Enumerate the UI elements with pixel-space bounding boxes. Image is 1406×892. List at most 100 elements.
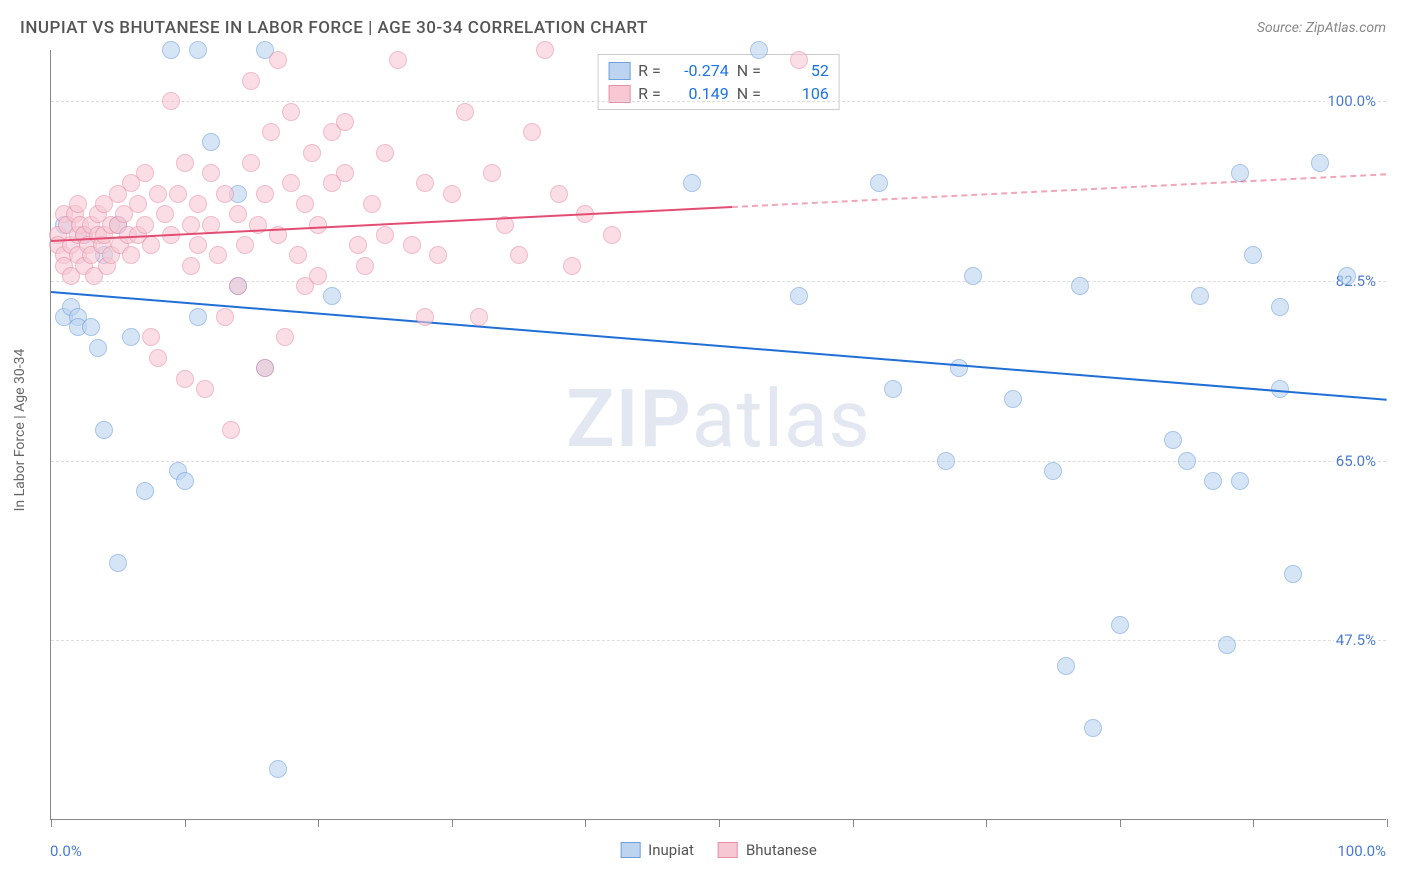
data-point [950,359,968,377]
r-value-bhutanese: 0.149 [669,84,729,103]
data-point [236,236,254,254]
data-point [209,246,227,264]
data-point [189,195,207,213]
x-tick [853,819,854,827]
data-point [309,267,327,285]
data-point [95,421,113,439]
legend-item-bhutanese: Bhutanese [718,841,817,859]
data-point [603,226,621,244]
data-point [1084,719,1102,737]
data-point [182,257,200,275]
data-point [162,92,180,110]
data-point [229,277,247,295]
data-point [964,267,982,285]
data-point [443,185,461,203]
data-point [136,216,154,234]
x-tick [185,819,186,827]
data-point [129,195,147,213]
data-point [136,482,154,500]
data-point [563,257,581,275]
trend-line [51,291,1387,401]
swatch-inupiat [608,62,630,80]
data-point [1218,636,1236,654]
data-point [282,103,300,121]
series-legend: Inupiat Bhutanese [620,841,817,859]
title-bar: INUPIAT VS BHUTANESE IN LABOR FORCE | AG… [20,18,1386,38]
data-point [1244,246,1262,264]
y-axis-label: In Labor Force | Age 30-34 [12,349,28,512]
swatch-inupiat [620,842,640,858]
x-tick [51,819,52,827]
data-point [189,308,207,326]
legend-item-inupiat: Inupiat [620,841,694,859]
data-point [1204,472,1222,490]
data-point [870,174,888,192]
data-point [550,185,568,203]
data-point [483,164,501,182]
data-point [122,328,140,346]
data-point [309,216,327,234]
data-point [89,339,107,357]
data-point [1231,472,1249,490]
data-point [149,185,167,203]
data-point [282,174,300,192]
data-point [683,174,701,192]
x-tick [719,819,720,827]
n-value-bhutanese: 106 [769,84,829,103]
swatch-bhutanese [718,842,738,858]
data-point [296,195,314,213]
gridline [51,101,1386,102]
data-point [122,246,140,264]
data-point [269,760,287,778]
data-point [269,51,287,69]
data-point [1164,431,1182,449]
data-point [303,144,321,162]
x-tick [1253,819,1254,827]
data-point [937,452,955,470]
data-point [1044,462,1062,480]
data-point [262,123,280,141]
watermark: ZIPatlas [566,372,871,466]
data-point [1057,657,1075,675]
data-point [470,308,488,326]
data-point [1271,298,1289,316]
data-point [403,236,421,254]
data-point [142,328,160,346]
data-point [229,205,247,223]
data-point [376,226,394,244]
data-point [202,133,220,151]
data-point [289,246,307,264]
data-point [416,308,434,326]
data-point [1311,154,1329,172]
data-point [109,554,127,572]
data-point [363,195,381,213]
gridline [51,640,1386,641]
correlation-chart: INUPIAT VS BHUTANESE IN LABOR FORCE | AG… [0,0,1406,892]
data-point [376,144,394,162]
data-point [169,185,187,203]
y-tick-label: 100.0% [1325,92,1378,110]
data-point [336,113,354,131]
data-point [82,318,100,336]
data-point [349,236,367,254]
data-point [196,380,214,398]
data-point [222,421,240,439]
data-point [790,287,808,305]
data-point [356,257,374,275]
y-tick-label: 47.5% [1334,631,1378,649]
data-point [1004,390,1022,408]
data-point [162,41,180,59]
swatch-bhutanese [608,85,630,103]
gridline [51,281,1386,282]
x-tick [585,819,586,827]
data-point [242,72,260,90]
data-point [182,216,200,234]
data-point [510,246,528,264]
trend-line [732,173,1387,208]
data-point [156,205,174,223]
data-point [69,195,87,213]
data-point [276,328,294,346]
data-point [216,185,234,203]
data-point [256,359,274,377]
data-point [429,246,447,264]
